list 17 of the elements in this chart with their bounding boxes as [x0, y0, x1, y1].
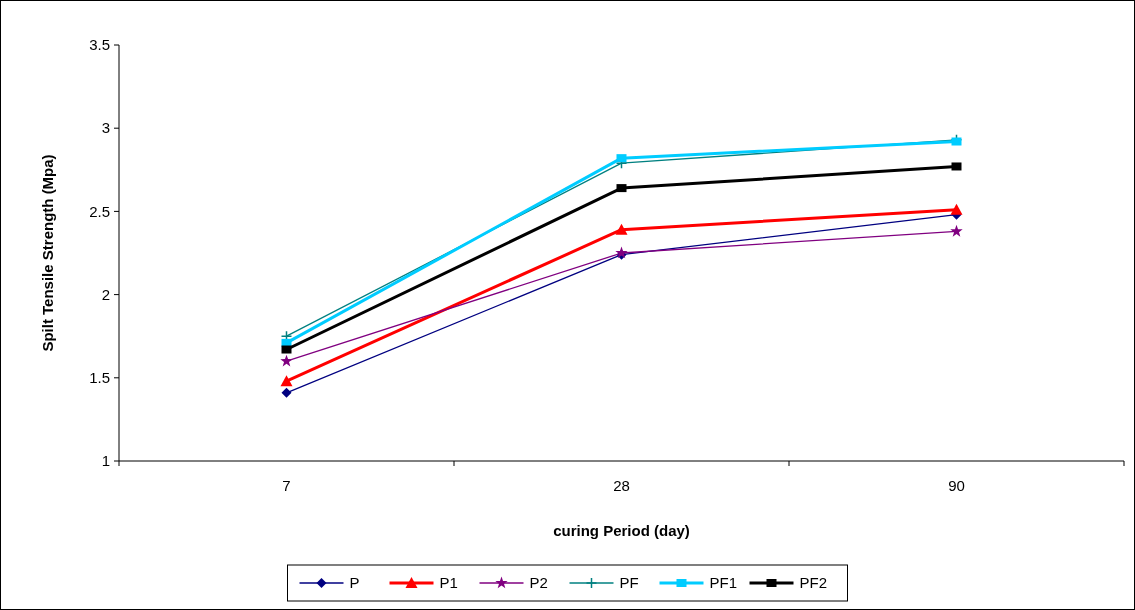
legend-label: P [349, 574, 360, 592]
legend-label: PF [619, 574, 639, 592]
legend-label: PF2 [799, 574, 828, 592]
x-axis-title: curing Period (day) [553, 522, 690, 539]
x-tick-label: 7 [282, 477, 291, 494]
y-tick-label: 3.5 [89, 36, 110, 54]
y-tick-label: 1.5 [89, 369, 110, 387]
legend-label: P2 [529, 574, 548, 592]
y-tick-label: 3 [101, 119, 110, 137]
y-tick-label: 1 [101, 452, 110, 470]
x-tick-label: 90 [948, 477, 965, 494]
x-tick-label: 28 [613, 477, 630, 494]
y-axis-title: Spilt Tensile Strength (Mpa) [39, 154, 56, 352]
y-tick-label: 2 [101, 285, 110, 303]
legend-label: PF1 [709, 574, 738, 592]
legend-label: P1 [439, 574, 458, 592]
y-tick-label: 2.5 [89, 202, 110, 220]
